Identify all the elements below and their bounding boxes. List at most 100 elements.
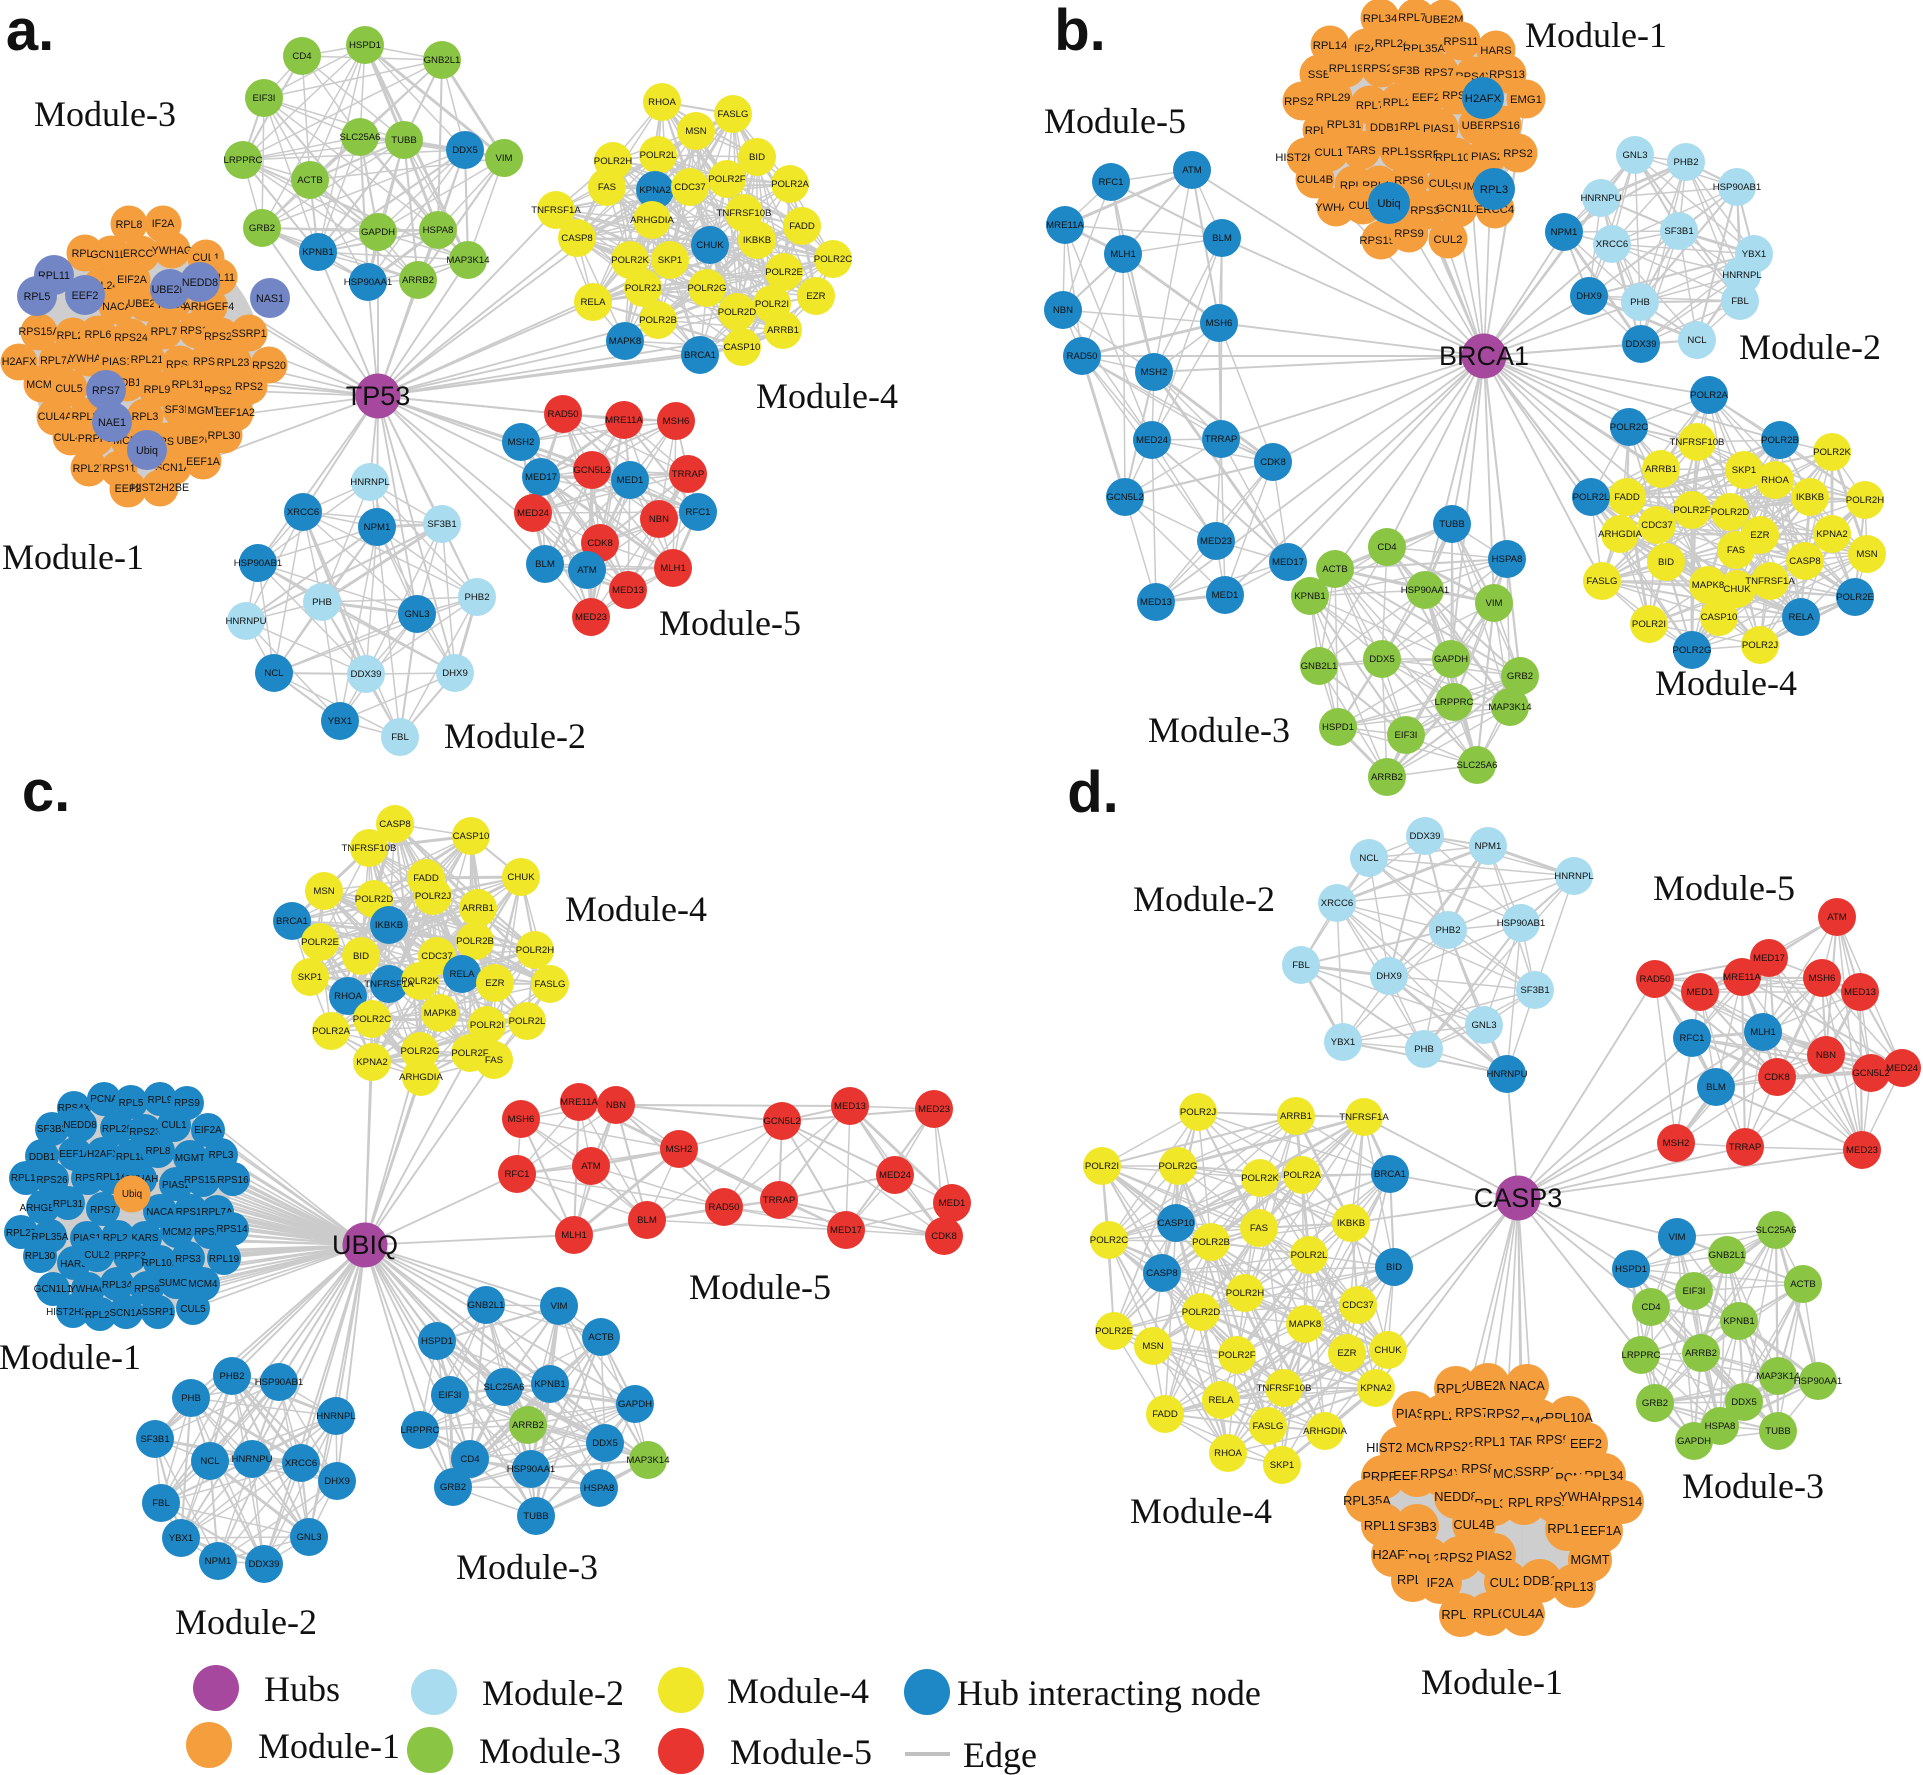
svg-text:CASP10: CASP10	[453, 831, 490, 842]
svg-text:PIAS2: PIAS2	[1471, 151, 1503, 163]
svg-text:IF2A: IF2A	[152, 218, 175, 230]
svg-text:GNL3: GNL3	[296, 1532, 321, 1543]
svg-text:Module-4: Module-4	[565, 889, 707, 929]
svg-text:EIF2A: EIF2A	[117, 274, 148, 286]
svg-text:ERCC4: ERCC4	[123, 248, 159, 260]
svg-text:POLR2E: POLR2E	[1095, 1326, 1133, 1337]
svg-text:SSRP1: SSRP1	[142, 1307, 175, 1318]
svg-text:BLM: BLM	[637, 1215, 657, 1226]
svg-text:GAPDH: GAPDH	[361, 227, 395, 238]
svg-text:RPL13: RPL13	[11, 1173, 42, 1184]
svg-text:DDX39: DDX39	[249, 1559, 280, 1570]
svg-text:POLR2J: POLR2J	[1180, 1107, 1216, 1118]
svg-text:HSP90AA1: HSP90AA1	[344, 277, 393, 288]
svg-text:MED24: MED24	[1136, 435, 1169, 446]
svg-text:RPL7: RPL7	[1356, 100, 1384, 112]
svg-text:MRE11A: MRE11A	[560, 1097, 598, 1108]
svg-text:RFC1: RFC1	[504, 1169, 529, 1180]
svg-text:RPS24: RPS24	[194, 1227, 226, 1238]
svg-text:NCL: NCL	[1687, 335, 1707, 346]
svg-text:RHOA: RHOA	[648, 97, 676, 108]
svg-text:ARHGDIA: ARHGDIA	[1598, 529, 1642, 540]
svg-text:UBIQ: UBIQ	[332, 1230, 398, 1260]
svg-text:DDX39: DDX39	[1410, 831, 1441, 842]
svg-text:Module-5: Module-5	[1044, 101, 1186, 141]
svg-text:RAD50: RAD50	[1067, 351, 1098, 362]
svg-text:MLH1: MLH1	[1110, 249, 1136, 260]
svg-text:XRCC6: XRCC6	[285, 1458, 318, 1469]
svg-text:YWHAH: YWHAH	[1559, 1489, 1607, 1504]
svg-text:MLH1: MLH1	[660, 563, 686, 574]
svg-text:FBL: FBL	[1731, 296, 1749, 307]
svg-text:POLR2D: POLR2D	[1711, 507, 1749, 518]
svg-text:DDX5: DDX5	[452, 145, 478, 156]
svg-text:MED17: MED17	[525, 472, 557, 483]
svg-text:EZR: EZR	[485, 978, 504, 989]
svg-text:NBN: NBN	[606, 1100, 626, 1111]
svg-text:RPS2: RPS2	[75, 1173, 101, 1184]
svg-text:RPS2: RPS2	[235, 381, 263, 393]
svg-text:HSPA8: HSPA8	[1705, 1421, 1736, 1432]
svg-text:TP53: TP53	[346, 381, 411, 411]
svg-text:RPS16: RPS16	[217, 1175, 249, 1186]
svg-text:a.: a.	[6, 0, 54, 63]
svg-text:GAPDH: GAPDH	[1677, 1436, 1711, 1447]
svg-text:POLR2J: POLR2J	[625, 283, 661, 294]
svg-text:GRB2: GRB2	[1642, 1398, 1668, 1409]
svg-text:EEF2: EEF2	[72, 290, 99, 302]
svg-text:TNFRSF10B: TNFRSF10B	[717, 208, 772, 219]
svg-text:NPM1: NPM1	[205, 1556, 232, 1567]
svg-text:MSH2: MSH2	[1663, 1138, 1690, 1149]
svg-text:ARRB1: ARRB1	[1645, 464, 1677, 475]
svg-text:FAS: FAS	[485, 1055, 503, 1066]
svg-text:RPL35A: RPL35A	[32, 1232, 69, 1243]
svg-text:DDX5: DDX5	[1731, 1397, 1757, 1408]
svg-text:YBX1: YBX1	[1331, 1037, 1356, 1048]
svg-text:TUBB: TUBB	[391, 135, 417, 146]
svg-text:EMG1: EMG1	[1510, 94, 1542, 106]
svg-text:RPL14: RPL14	[1547, 1521, 1586, 1536]
svg-text:RPS23: RPS23	[129, 1127, 161, 1138]
svg-text:YBX1: YBX1	[1742, 249, 1767, 260]
svg-text:Ubiq: Ubiq	[1377, 198, 1400, 210]
svg-text:POLR2I: POLR2I	[755, 299, 789, 310]
svg-text:CUL2: CUL2	[84, 1250, 109, 1261]
svg-text:CD4: CD4	[1641, 1302, 1661, 1313]
svg-text:POLR2H: POLR2H	[1846, 495, 1884, 506]
svg-text:SF3B3: SF3B3	[1392, 65, 1427, 77]
svg-text:RPL8: RPL8	[146, 1146, 171, 1157]
svg-text:POLR2C: POLR2C	[814, 254, 852, 265]
svg-text:VIM: VIM	[1668, 1232, 1685, 1243]
svg-text:TNFRSF1A: TNFRSF1A	[364, 979, 414, 990]
svg-text:NCL: NCL	[1359, 853, 1379, 864]
svg-text:FADD: FADD	[1614, 492, 1640, 503]
svg-text:CHUK: CHUK	[1723, 584, 1751, 595]
svg-text:PHB: PHB	[1630, 297, 1650, 308]
svg-text:RPL11: RPL11	[1364, 1518, 1402, 1533]
svg-text:Module-1: Module-1	[0, 1337, 141, 1377]
svg-text:TUBB: TUBB	[523, 1511, 549, 1522]
svg-text:TUBB: TUBB	[1765, 1426, 1791, 1437]
svg-text:HSPD1: HSPD1	[1615, 1264, 1647, 1275]
svg-text:SSB: SSB	[1308, 69, 1331, 81]
svg-text:VIM: VIM	[550, 1301, 567, 1312]
svg-text:TRRAP: TRRAP	[1729, 1142, 1762, 1153]
svg-text:HSPA8: HSPA8	[1492, 554, 1523, 565]
svg-text:Module-5: Module-5	[689, 1267, 831, 1307]
svg-text:MED1: MED1	[1212, 590, 1239, 601]
svg-text:PIAS2: PIAS2	[1476, 1548, 1512, 1563]
svg-text:POLR2K: POLR2K	[1813, 447, 1851, 458]
svg-text:MAPK8: MAPK8	[609, 336, 642, 347]
svg-text:GNB2L1: GNB2L1	[424, 55, 461, 66]
svg-text:RPS26: RPS26	[1284, 96, 1320, 108]
svg-text:POLR2G: POLR2G	[1159, 1161, 1198, 1172]
svg-text:POLR2G: POLR2G	[688, 283, 727, 294]
svg-text:RPL5: RPL5	[24, 291, 51, 303]
svg-text:ATM: ATM	[581, 1161, 601, 1172]
svg-text:CUL5: CUL5	[55, 383, 82, 395]
svg-text:RPL7A: RPL7A	[201, 1207, 233, 1218]
svg-text:POLR2E: POLR2E	[765, 267, 803, 278]
svg-text:RELA: RELA	[1208, 1395, 1234, 1406]
svg-text:SF3B3: SF3B3	[37, 1124, 68, 1135]
svg-text:RPL21: RPL21	[85, 1310, 116, 1321]
